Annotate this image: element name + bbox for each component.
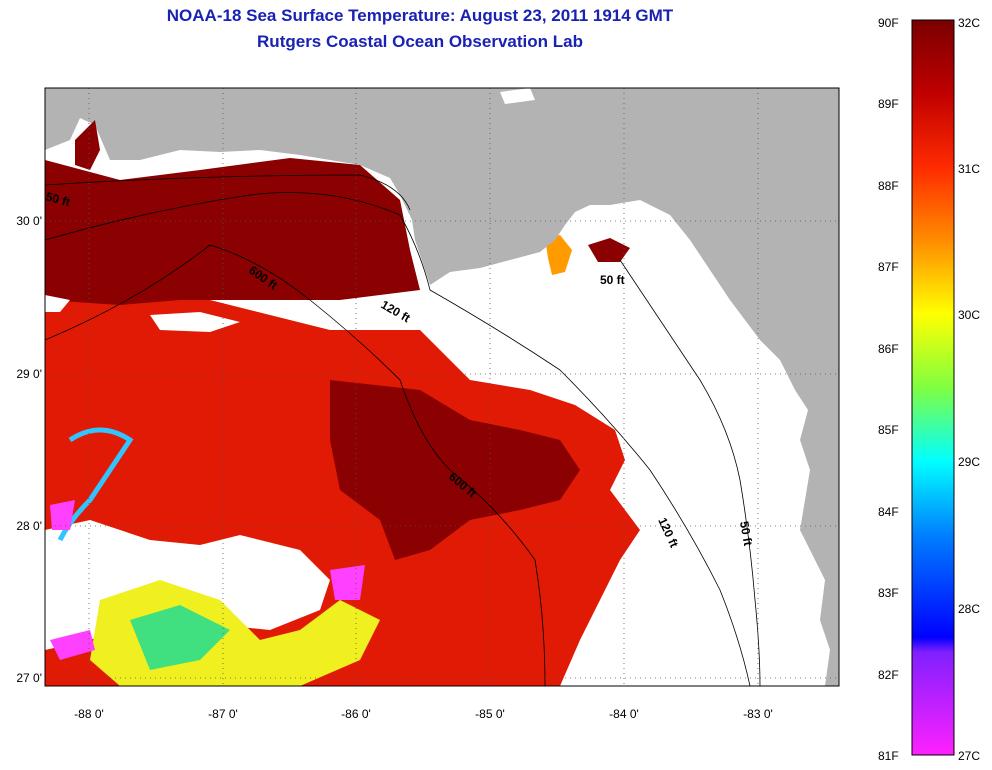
contour-50ft-east xyxy=(619,259,761,686)
colorbar-c-label: 32C xyxy=(958,16,981,30)
bay-water-2 xyxy=(500,88,535,104)
colorbar-f-label: 85F xyxy=(878,423,899,437)
colorbar-f-label: 81F xyxy=(878,749,899,763)
cloud-patch-2 xyxy=(150,312,240,332)
contour-label: 50 ft xyxy=(44,189,71,209)
lon-tick: -87 0' xyxy=(208,707,238,721)
contour-label: 50 ft xyxy=(600,273,625,287)
cool-filament xyxy=(57,427,134,542)
lon-tick: -88 0' xyxy=(74,707,104,721)
sst-hot-region-2 xyxy=(330,380,580,560)
warm-spot-stmarks xyxy=(545,235,572,275)
map-title: NOAA-18 Sea Surface Temperature: August … xyxy=(166,6,674,25)
colorbar-c-label: 29C xyxy=(958,455,981,469)
lon-tick: -83 0' xyxy=(743,707,773,721)
land-mass xyxy=(45,88,839,686)
lat-tick: 28 0' xyxy=(16,519,42,533)
contour-600ft xyxy=(45,244,546,686)
colorbar-f-label: 82F xyxy=(878,668,899,682)
lat-tick: 27 0' xyxy=(16,671,42,685)
contour-50ft xyxy=(45,174,411,211)
map-border xyxy=(44,87,840,687)
bay-water xyxy=(75,120,100,170)
colorbar-f-label: 84F xyxy=(878,505,899,519)
warm-spot-apalachee xyxy=(588,238,630,262)
colorbar-f-label: 89F xyxy=(878,97,899,111)
coldest-patch-2 xyxy=(50,500,75,530)
lon-tick: -84 0' xyxy=(609,707,639,721)
map-subtitle: Rutgers Coastal Ocean Observation Lab xyxy=(257,32,583,51)
colorbar xyxy=(911,19,955,756)
colorbar-f-label: 88F xyxy=(878,179,899,193)
lat-tick: 30 0' xyxy=(16,214,42,228)
colorbar-f-label: 87F xyxy=(878,260,899,274)
colorbar-c-label: 28C xyxy=(958,602,981,616)
lon-tick: -85 0' xyxy=(475,707,505,721)
contour-label: 50 ft xyxy=(737,520,755,547)
cloud-patch-3 xyxy=(45,295,70,312)
colorbar-c-label: 30C xyxy=(958,308,981,322)
colorbar-f-label: 90F xyxy=(878,16,899,30)
coldest-patch xyxy=(330,565,365,600)
colorbar-f-label: 83F xyxy=(878,586,899,600)
sst-hot-region xyxy=(45,158,420,305)
cool-water-core xyxy=(130,605,230,670)
lon-tick: -86 0' xyxy=(341,707,371,721)
colorbar-c-label: 31C xyxy=(958,162,981,176)
coldest-patch-3 xyxy=(50,630,95,660)
colorbar-c-label: 27C xyxy=(958,749,981,763)
colorbar-f-label: 86F xyxy=(878,342,899,356)
lat-tick: 29 0' xyxy=(16,367,42,381)
contour-120ft xyxy=(45,192,751,686)
